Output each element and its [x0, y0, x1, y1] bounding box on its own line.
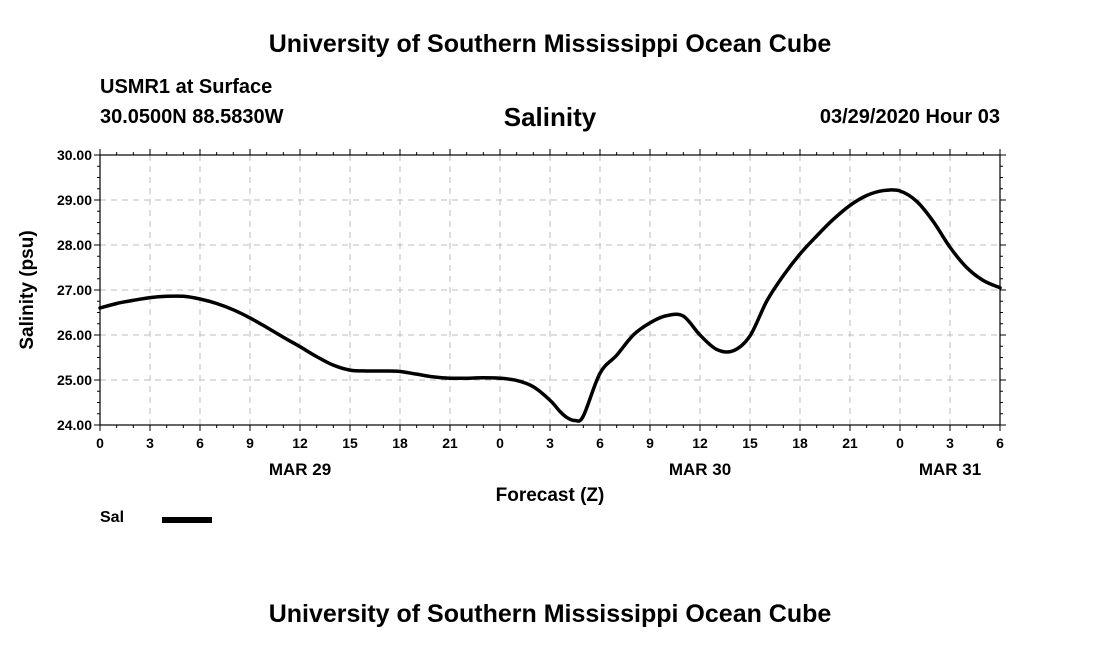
ticks: 24.00 25.00 26.00 27.00 28.00 29.00 30.00 0 3 6 9 1… [57, 147, 1006, 479]
x-tick-label: 21 [842, 435, 858, 451]
series-layer [98, 188, 1002, 423]
x-tick-label: 18 [792, 435, 808, 451]
x-tick-label: 3 [146, 435, 154, 451]
x-tick-label: 18 [392, 435, 408, 451]
x-tick-label: 0 [96, 435, 104, 451]
x-tick-label: 0 [896, 435, 904, 451]
x-tick-label: 9 [646, 435, 654, 451]
x-tick-label: 12 [292, 435, 308, 451]
x-tick-label: 15 [342, 435, 358, 451]
date-label: MAR 29 [269, 460, 331, 479]
datetime-label: 03/29/2020 Hour 03 [819, 106, 1000, 128]
x-axis-label: Forecast (Z) [496, 485, 605, 506]
y-tick-label: 30.00 [57, 147, 92, 163]
x-tick-label: 9 [246, 435, 254, 451]
y-tick-label: 26.00 [57, 327, 92, 343]
footer-title: University of Southern Mississippi Ocean… [268, 600, 832, 628]
x-tick-label: 12 [692, 435, 708, 451]
x-tick-label: 3 [546, 435, 554, 451]
x-tick-label: 0 [496, 435, 504, 451]
x-tick-label: 21 [442, 435, 458, 451]
series-line-sal [98, 188, 1002, 423]
y-axis-label: Salinity (psu) [17, 230, 38, 349]
x-tick-label: 6 [996, 435, 1004, 451]
date-label: MAR 31 [919, 460, 981, 479]
y-tick-label: 29.00 [57, 192, 92, 208]
x-tick-label: 6 [196, 435, 204, 451]
coordinates-label: 30.0500N 88.5830W [100, 106, 284, 128]
station-label: USMR1 at Surface [100, 76, 273, 98]
chart-title: Salinity [503, 102, 597, 132]
legend-swatch [162, 517, 212, 523]
legend-label: Sal [100, 509, 125, 526]
page-title: University of Southern Mississippi Ocean… [268, 30, 832, 58]
y-tick-label: 24.00 [57, 417, 92, 433]
y-tick-label: 25.00 [57, 372, 92, 388]
x-tick-label: 15 [742, 435, 758, 451]
grid [100, 155, 1000, 425]
x-tick-label: 6 [596, 435, 604, 451]
y-tick-label: 28.00 [57, 237, 92, 253]
x-tick-label: 3 [946, 435, 954, 451]
date-label: MAR 30 [669, 460, 731, 479]
y-tick-label: 27.00 [57, 282, 92, 298]
